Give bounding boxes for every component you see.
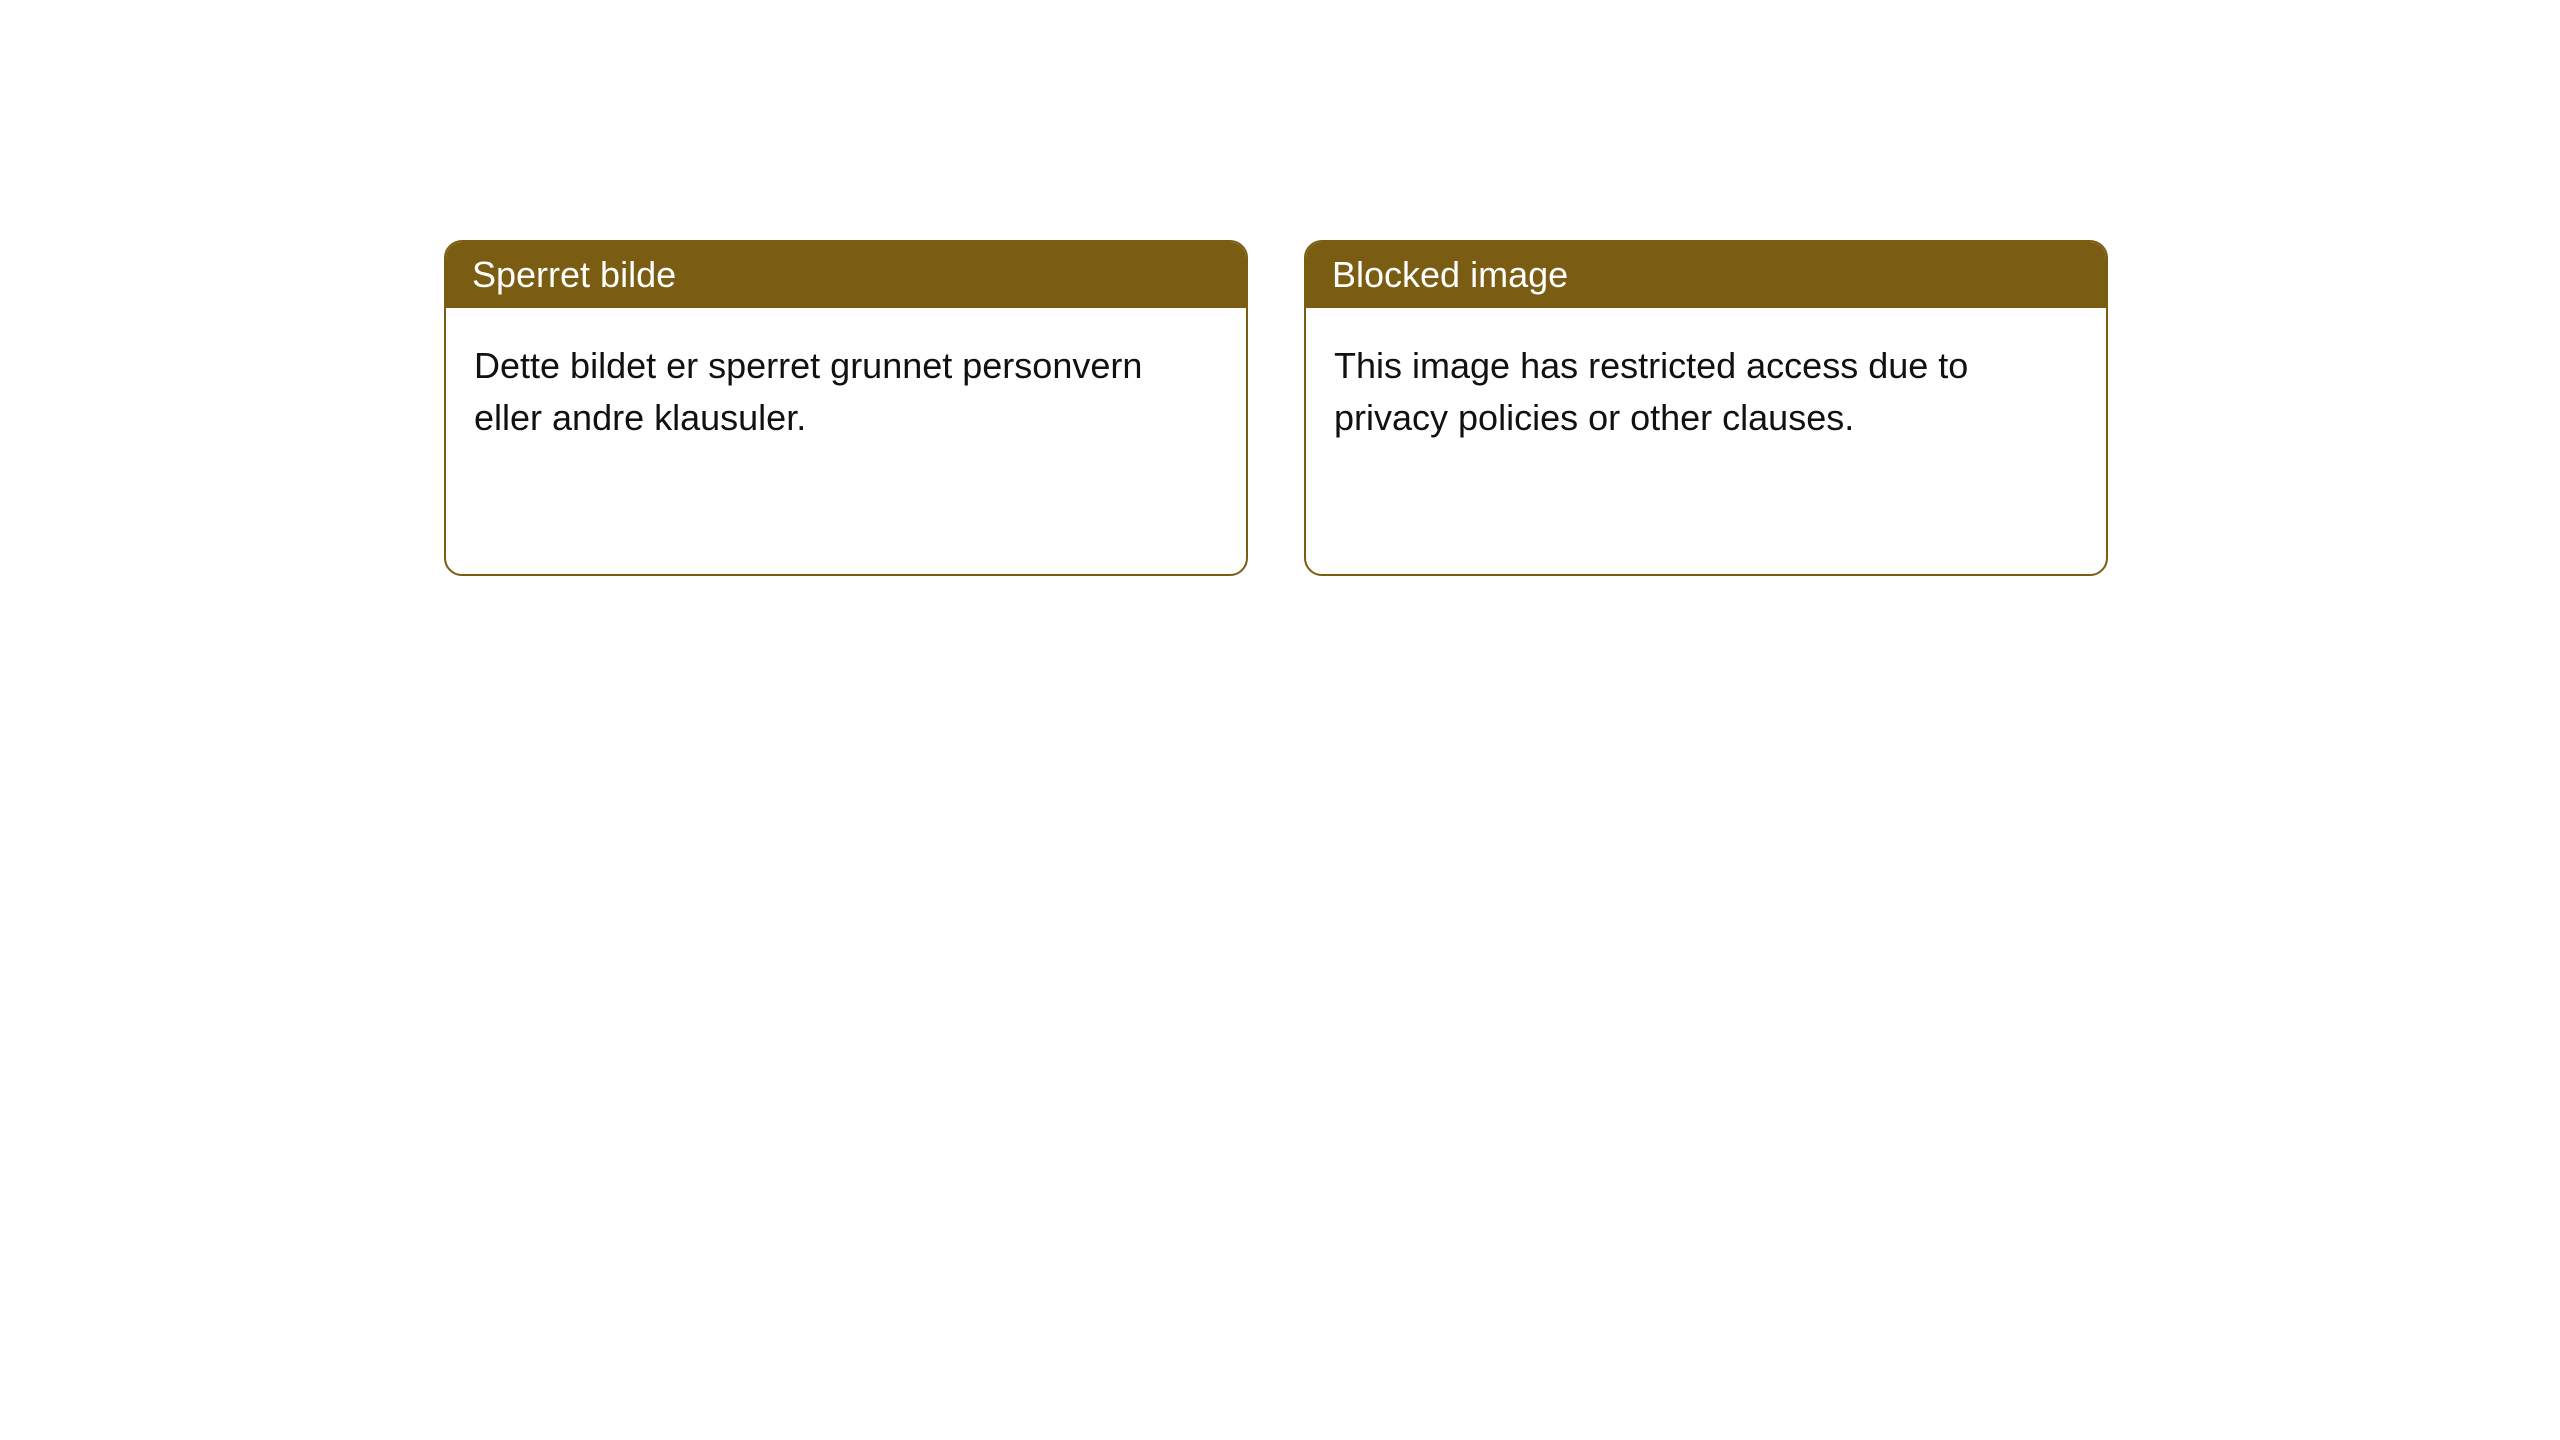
notice-card-norwegian: Sperret bilde Dette bildet er sperret gr… [444, 240, 1248, 576]
notice-card-english: Blocked image This image has restricted … [1304, 240, 2108, 576]
notice-title: Blocked image [1306, 242, 2106, 308]
notice-body: Dette bildet er sperret grunnet personve… [446, 308, 1246, 476]
notice-title: Sperret bilde [446, 242, 1246, 308]
notices-container: Sperret bilde Dette bildet er sperret gr… [0, 0, 2560, 576]
notice-body: This image has restricted access due to … [1306, 308, 2106, 476]
